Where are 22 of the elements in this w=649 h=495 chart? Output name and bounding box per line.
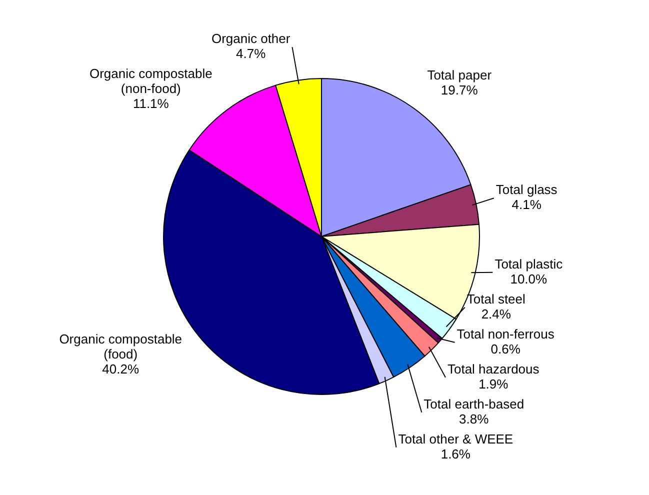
slice-label: Total earth-based bbox=[424, 396, 524, 412]
slice-label: Total other & WEEE bbox=[398, 431, 514, 446]
slice-label: Organic other bbox=[211, 31, 291, 46]
data-label: 1.9% bbox=[478, 376, 509, 392]
slice-label: Total plastic bbox=[494, 256, 564, 272]
data-label: 0.6% bbox=[490, 341, 521, 356]
data-label: 2.4% bbox=[481, 306, 512, 322]
slice-label: Total paper bbox=[427, 67, 492, 82]
slice-label: Total hazardous bbox=[447, 361, 540, 376]
data-label: 4.1% bbox=[512, 197, 542, 212]
slice-label: Organic compostable (food) bbox=[59, 332, 182, 362]
data-label: 4.7% bbox=[236, 46, 266, 62]
data-label: 11.1% bbox=[132, 96, 170, 112]
data-label: 40.2% bbox=[102, 362, 140, 377]
slice-label: Total non-ferrous bbox=[456, 326, 555, 342]
slice-label: Total steel bbox=[466, 291, 526, 306]
data-label: 1.6% bbox=[440, 446, 471, 462]
slice-label: Total glass bbox=[496, 182, 558, 198]
data-label: 3.8% bbox=[459, 411, 490, 426]
data-label: 10.0% bbox=[510, 271, 548, 286]
slice-label: Organic compostable (non-food) bbox=[89, 66, 212, 96]
data-label: 19.7% bbox=[440, 82, 478, 98]
